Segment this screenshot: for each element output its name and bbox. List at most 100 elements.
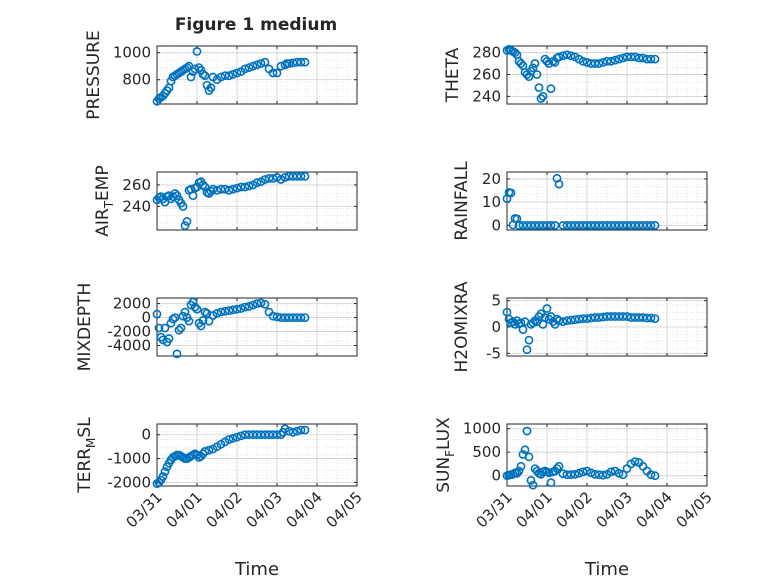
- data-point: [622, 312, 632, 321]
- data-point: [618, 312, 628, 321]
- data-point: [232, 68, 242, 78]
- data-point: [610, 55, 620, 65]
- data-point: [300, 313, 310, 322]
- data-point: [578, 56, 588, 66]
- data-point: [164, 334, 174, 343]
- y-tick-label: 280: [472, 44, 501, 62]
- data-point: [532, 70, 542, 79]
- data-point: [178, 311, 188, 321]
- data-point: [530, 59, 540, 68]
- data-point: [638, 313, 648, 322]
- data-point: [300, 425, 310, 435]
- data-point: [650, 54, 660, 64]
- data-point: [224, 306, 234, 315]
- data-point: [264, 173, 274, 183]
- data-point: [182, 216, 192, 226]
- data-point: [198, 315, 208, 325]
- data-point: [296, 171, 306, 181]
- data-point: [154, 323, 164, 333]
- y-tick-label: 2000: [113, 295, 151, 313]
- y-tick-label: 500: [472, 443, 501, 461]
- y-tick-label: 260: [472, 65, 501, 83]
- data-point: [228, 433, 238, 443]
- data-point: [244, 63, 254, 72]
- data-point: [180, 307, 190, 317]
- data-point: [228, 305, 238, 315]
- y-tick-label: 0: [491, 467, 501, 485]
- data-point: [566, 51, 576, 61]
- data-point: [542, 304, 552, 313]
- data-point: [524, 335, 534, 345]
- subplot-pressure: 800 1000 PRESSURE: [84, 30, 358, 120]
- data-point: [220, 71, 230, 81]
- data-point: [630, 457, 640, 466]
- data-point: [300, 57, 310, 67]
- data-point: [260, 299, 270, 309]
- data-point: [646, 54, 656, 64]
- data-point: [190, 64, 200, 74]
- data-point: [228, 184, 238, 194]
- data-point: [240, 302, 250, 312]
- x-axis-label: Time: [584, 559, 629, 580]
- data-point: [536, 94, 546, 103]
- data-point: [236, 431, 246, 441]
- data-point: [542, 56, 552, 66]
- data-point: [634, 53, 644, 63]
- data-point: [276, 430, 286, 440]
- data-point: [170, 189, 180, 198]
- data-point: [216, 307, 226, 317]
- data-point: [154, 477, 164, 487]
- data-point: [614, 54, 624, 64]
- subplot-air-temp: 240 260 AIRTEMP: [93, 165, 358, 237]
- data-point: [538, 91, 548, 101]
- data-point: [240, 64, 250, 74]
- data-point: [224, 185, 234, 195]
- data-point: [598, 312, 608, 322]
- data-point: [244, 430, 254, 440]
- data-point: [220, 184, 230, 194]
- data-point: [152, 309, 162, 319]
- axes-box: [156, 423, 358, 487]
- data-point: [174, 325, 184, 335]
- data-point: [642, 313, 652, 323]
- subplot-rainfall: 0 10 20 RAINFALL: [452, 161, 708, 241]
- data-point: [198, 180, 208, 190]
- data-point: [186, 72, 196, 82]
- data-point: [196, 321, 206, 331]
- data-point: [578, 467, 588, 477]
- data-point: [586, 313, 596, 323]
- data-point: [280, 172, 290, 182]
- data-point: [224, 71, 234, 81]
- data-point: [550, 58, 560, 67]
- data-point: [236, 304, 246, 313]
- data-point: [216, 184, 226, 194]
- data-point: [252, 60, 262, 70]
- axes-box: [506, 45, 708, 105]
- y-tick-label: -2000: [107, 473, 151, 491]
- data-point: [546, 478, 556, 488]
- data-point: [516, 461, 526, 471]
- y-tick-label: 800: [122, 71, 151, 89]
- data-point: [288, 427, 298, 437]
- data-point: [244, 181, 254, 191]
- data-point: [268, 68, 278, 78]
- data-point: [590, 313, 600, 322]
- data-point: [578, 314, 588, 323]
- data-point: [630, 52, 640, 62]
- data-point: [248, 61, 258, 71]
- data-point: [586, 468, 596, 478]
- data-point: [520, 445, 530, 455]
- data-point: [240, 430, 250, 440]
- y-tick-label: 5: [491, 292, 501, 310]
- data-point: [524, 452, 534, 462]
- data-point: [614, 468, 624, 478]
- data-point: [220, 306, 230, 316]
- data-point: [646, 313, 656, 323]
- data-point: [558, 469, 568, 479]
- data-point: [228, 69, 238, 79]
- data-point: [224, 435, 234, 444]
- data-point: [554, 461, 564, 471]
- data-point: [540, 313, 550, 322]
- y-axis-label: MIXDEPTH: [75, 283, 95, 372]
